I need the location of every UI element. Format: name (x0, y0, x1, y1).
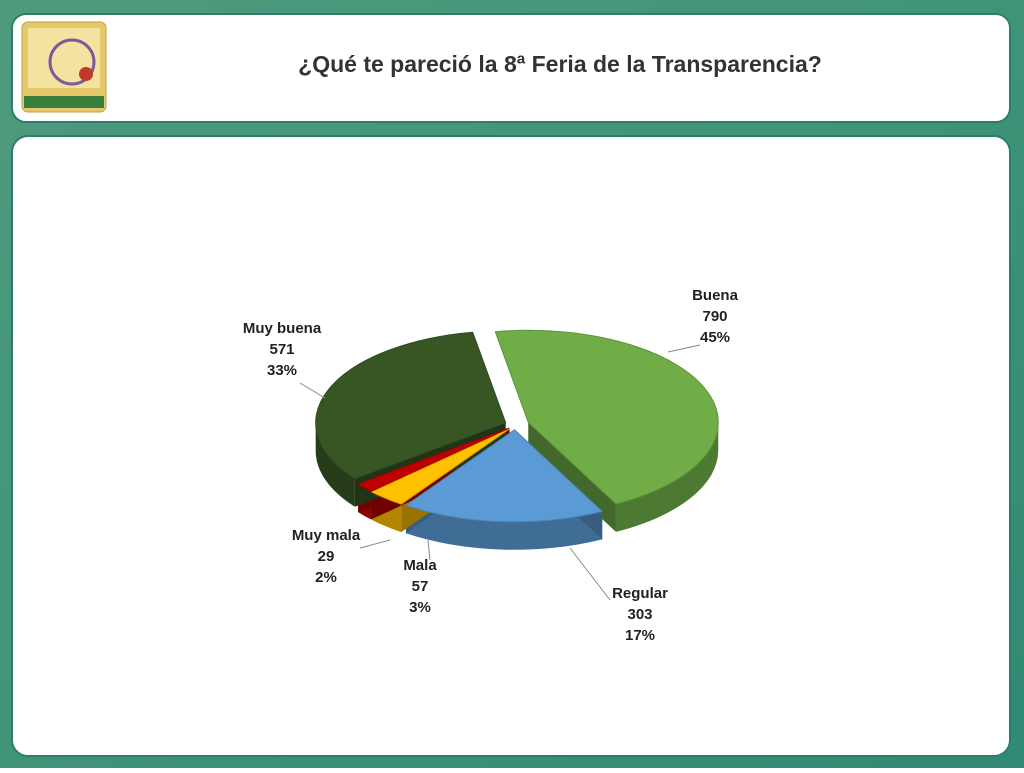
slide-title: ¿Qué te pareció la 8ª Feria de la Transp… (298, 51, 822, 77)
slice-label-name: Regular (612, 585, 668, 602)
slice-label-value: 571 (269, 341, 294, 358)
slice-side (405, 505, 603, 550)
slice-label-percent: 3% (409, 599, 431, 616)
slice (315, 331, 507, 480)
pie-chart: Buena 790 45% Regular 303 17% Mala 57 3% Muy mala… (243, 287, 739, 644)
leader-line (427, 539, 431, 561)
slice-label-name: Muy mala (292, 527, 361, 544)
slice-label-value: 57 (412, 578, 429, 595)
slice-label-percent: 45% (700, 329, 730, 346)
slice (494, 329, 719, 505)
header-box (11, 13, 1011, 123)
slice-label-value: 790 (702, 308, 727, 325)
slice-label-percent: 2% (315, 569, 337, 586)
slice (370, 428, 511, 505)
slice-side (315, 422, 355, 507)
logo (21, 21, 107, 113)
slice-label-value: 303 (627, 606, 652, 623)
leader-line (569, 547, 611, 601)
slice (404, 429, 604, 523)
slice-label-percent: 33% (267, 362, 297, 379)
slice-label-name: Buena (692, 287, 739, 304)
leader-line (299, 382, 326, 399)
slice-label-percent: 17% (625, 627, 655, 644)
slice-side (615, 422, 719, 532)
leader-line (359, 539, 391, 549)
slice-label-name: Mala (403, 557, 437, 574)
slice-label-value: 29 (318, 548, 335, 565)
slice (356, 427, 510, 492)
leader-line (667, 344, 701, 353)
slice-label-name: Muy buena (243, 320, 322, 337)
